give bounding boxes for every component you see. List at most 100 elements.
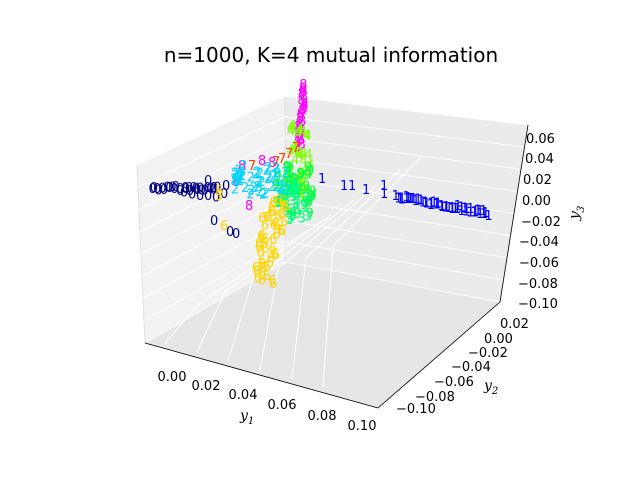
point-label-1: 1 <box>348 179 356 194</box>
point-label-4: 4 <box>289 119 297 134</box>
point-label-1: 1 <box>380 187 388 202</box>
point-label-2: 2 <box>279 179 287 194</box>
point-label-9: 9 <box>300 198 308 213</box>
y-tick-label: −0.02 <box>468 346 508 361</box>
point-label-8: 8 <box>300 100 308 115</box>
point-label-4: 4 <box>305 166 313 181</box>
point-label-6: 6 <box>280 215 288 230</box>
point-label-6: 6 <box>272 227 280 242</box>
y-tick-label: 0.00 <box>484 332 513 347</box>
point-label-4: 4 <box>301 164 309 179</box>
point-label-9: 9 <box>284 171 292 186</box>
point-label-9: 9 <box>289 209 297 224</box>
point-label-3: 3 <box>286 211 294 226</box>
point-label-0: 0 <box>150 181 158 196</box>
x-axis-label: y1 <box>239 408 254 427</box>
point-label-8: 8 <box>296 111 304 126</box>
point-label-9: 9 <box>286 170 294 185</box>
point-label-8: 8 <box>299 84 307 99</box>
point-label-8: 8 <box>298 114 306 129</box>
point-label-1: 1 <box>402 190 410 205</box>
point-label-6: 6 <box>258 267 266 282</box>
point-label-9: 9 <box>306 164 314 179</box>
point-label-6: 6 <box>254 271 262 286</box>
x-axis-line <box>144 342 379 409</box>
point-label-8: 8 <box>297 94 305 109</box>
point-label-0: 0 <box>188 187 196 202</box>
point-label-4: 4 <box>287 120 295 135</box>
y-tick-label: −0.04 <box>451 360 491 375</box>
point-label-4: 4 <box>290 177 298 192</box>
point-label-1: 1 <box>461 202 469 217</box>
point-label-4: 4 <box>302 183 310 198</box>
point-label-6: 6 <box>266 256 274 271</box>
point-label-6: 6 <box>270 247 278 262</box>
point-label-4: 4 <box>286 161 294 176</box>
point-label-2: 2 <box>276 189 284 204</box>
point-label-6: 6 <box>269 233 277 248</box>
point-label-0: 0 <box>213 180 221 195</box>
point-label-4: 4 <box>296 148 304 163</box>
point-label-4: 4 <box>296 123 304 138</box>
point-label-7: 7 <box>248 159 256 174</box>
y-axis-label: y2 <box>483 378 498 397</box>
point-label-2: 2 <box>273 167 281 182</box>
point-label-1: 1 <box>454 199 462 214</box>
point-label-6: 6 <box>263 269 271 284</box>
point-label-2: 2 <box>241 181 249 196</box>
point-label-1: 1 <box>414 193 422 208</box>
point-label-2: 2 <box>267 180 275 195</box>
point-label-9: 9 <box>283 176 291 191</box>
point-label-8: 8 <box>299 102 307 117</box>
point-label-1: 1 <box>442 200 450 215</box>
point-label-1: 1 <box>438 199 446 214</box>
point-label-8: 8 <box>299 78 307 93</box>
point-label-3: 3 <box>291 197 299 212</box>
point-label-2: 2 <box>230 173 238 188</box>
point-label-0: 0 <box>210 181 218 196</box>
point-label-6: 6 <box>271 216 279 231</box>
point-label-8: 8 <box>299 82 307 97</box>
y-axis-line <box>377 301 501 409</box>
point-label-2: 2 <box>264 161 272 176</box>
point-label-2: 2 <box>235 170 243 185</box>
point-label-6: 6 <box>274 209 282 224</box>
point-label-8: 8 <box>296 118 304 133</box>
point-label-0: 0 <box>212 191 220 206</box>
point-label-0: 0 <box>153 182 161 197</box>
point-label-0: 0 <box>185 181 193 196</box>
point-label-1: 1 <box>474 203 482 218</box>
point-label-9: 9 <box>271 178 279 193</box>
point-label-6: 6 <box>253 264 261 279</box>
point-label-4: 4 <box>302 129 310 144</box>
point-label-1: 1 <box>396 192 404 207</box>
point-label-9: 9 <box>283 160 291 175</box>
point-label-1: 1 <box>466 202 474 217</box>
point-label-4: 4 <box>286 144 294 159</box>
z-tick-label: 0.02 <box>523 173 552 188</box>
point-label-1: 1 <box>362 183 370 198</box>
point-label-5: 5 <box>215 189 223 204</box>
point-label-2: 2 <box>231 183 239 198</box>
point-label-9: 9 <box>272 196 280 211</box>
point-label-9: 9 <box>282 204 290 219</box>
point-label-9: 9 <box>290 181 298 196</box>
point-label-2: 2 <box>237 169 245 184</box>
point-label-3: 3 <box>302 191 310 206</box>
point-label-9: 9 <box>288 187 296 202</box>
point-label-4: 4 <box>299 177 307 192</box>
point-label-2: 2 <box>232 174 240 189</box>
z-axis-line <box>499 124 529 303</box>
point-label-1: 1 <box>458 204 466 219</box>
point-label-1: 1 <box>448 201 456 216</box>
point-label-9: 9 <box>273 167 281 182</box>
point-label-7: 7 <box>285 147 293 162</box>
point-label-2: 2 <box>236 173 244 188</box>
point-label-6: 6 <box>277 223 285 238</box>
point-label-1: 1 <box>476 204 484 219</box>
point-label-4: 4 <box>295 124 303 139</box>
point-label-1: 1 <box>392 189 400 204</box>
point-label-6: 6 <box>268 242 276 257</box>
point-label-4: 4 <box>304 129 312 144</box>
